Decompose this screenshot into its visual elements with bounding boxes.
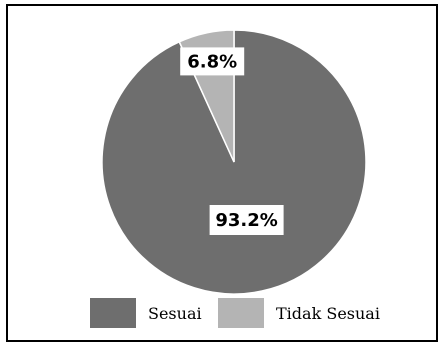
data-label-text: 6.8% (187, 51, 237, 72)
legend: Sesuai Tidak Sesuai (90, 298, 380, 328)
data-label-box (209, 205, 284, 235)
data-label-sesuai: 93.2% (209, 205, 284, 235)
data-labels: 93.2% 6.8% (180, 47, 284, 235)
legend-label: Tidak Sesuai (276, 304, 380, 323)
legend-item-tidak-sesuai: Tidak Sesuai (218, 298, 380, 328)
pie-slice-sesuai (101, 29, 367, 295)
legend-label: Sesuai (148, 304, 202, 323)
legend-swatch (90, 298, 136, 328)
data-label-text: 93.2% (215, 210, 277, 231)
data-label-box (180, 47, 245, 76)
legend-item-sesuai: Sesuai (90, 298, 202, 328)
data-label-tidak-sesuai: 6.8% (180, 47, 245, 76)
legend-swatch (218, 298, 264, 328)
